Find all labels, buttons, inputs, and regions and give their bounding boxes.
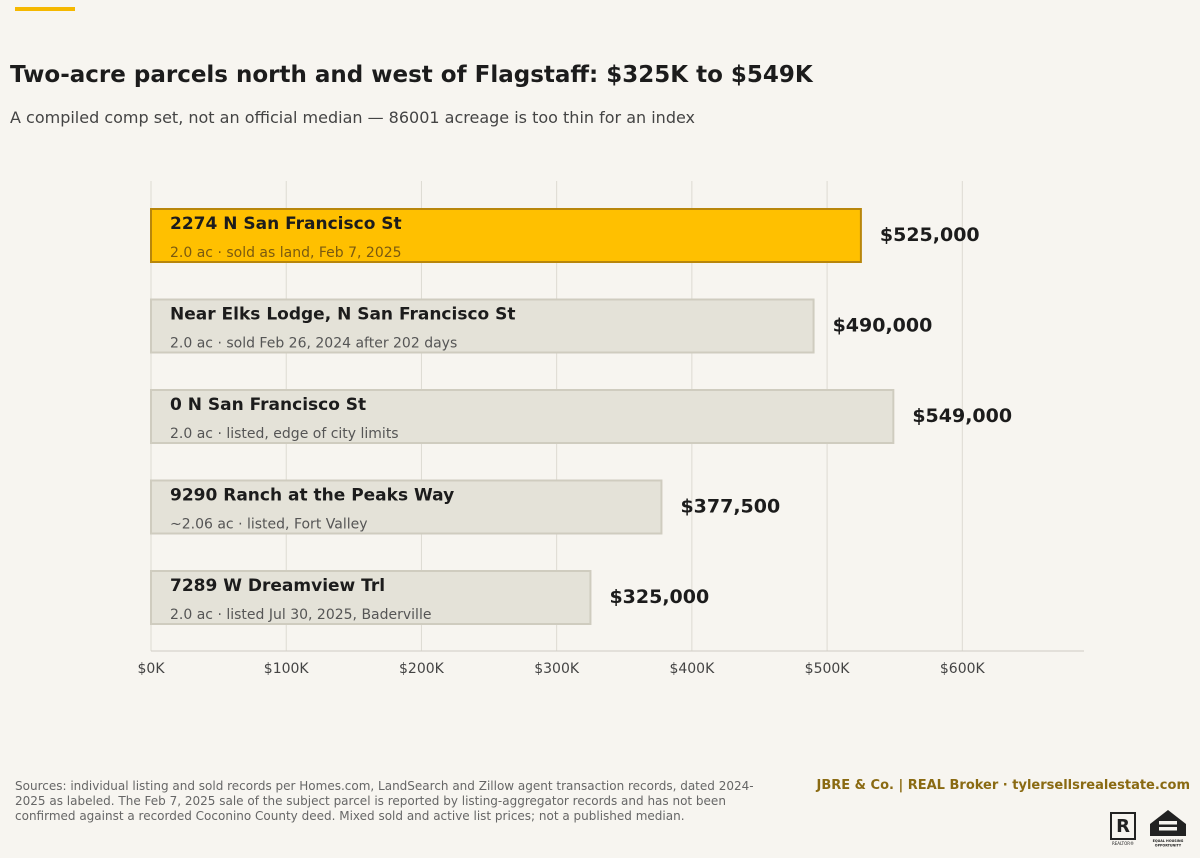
- bar-parcel-detail: 2.0 ac · sold as land, Feb 7, 2025: [170, 245, 402, 261]
- bar-value-label: $525,000: [880, 224, 980, 246]
- x-tick-label: $0K: [138, 661, 166, 677]
- svg-text:OPPORTUNITY: OPPORTUNITY: [1155, 844, 1182, 848]
- x-tick-label: $400K: [669, 661, 715, 677]
- bar-parcel-detail: 2.0 ac · listed, edge of city limits: [170, 426, 399, 442]
- bar-value-label: $549,000: [912, 405, 1012, 427]
- bar: [150, 389, 895, 444]
- realtor-caption: REALTOR®: [1111, 841, 1135, 846]
- bar-parcel-label: 9290 Ranch at the Peaks Way: [170, 486, 454, 506]
- x-tick-label: $200K: [399, 661, 445, 677]
- bar-parcel-label: 2274 N San Francisco St: [170, 214, 402, 234]
- bar-parcel-detail: 2.0 ac · sold Feb 26, 2024 after 202 day…: [170, 336, 457, 352]
- x-tick-label: $300K: [534, 661, 580, 677]
- bar-parcel-label: 0 N San Francisco St: [170, 395, 366, 415]
- bar-value-label: $325,000: [609, 586, 709, 608]
- chart-subtitle: A compiled comp set, not an official med…: [10, 108, 696, 127]
- svg-text:EQUAL HOUSING: EQUAL HOUSING: [1153, 839, 1184, 843]
- realtor-logo-icon: R REALTOR®: [1108, 812, 1138, 850]
- bar-parcel-label: 7289 W Dreamview Trl: [170, 576, 385, 596]
- bar-parcel-detail: ~2.06 ac · listed, Fort Valley: [170, 517, 368, 533]
- realtor-mark: R: [1110, 812, 1136, 840]
- bar: [150, 298, 815, 354]
- logo-group: R REALTOR® EQUAL HOUSING OPPORTUNITY: [1108, 806, 1190, 850]
- bar-parcel-label: Near Elks Lodge, N San Francisco St: [170, 305, 516, 325]
- bar: [150, 570, 592, 625]
- x-tick-label: $500K: [805, 661, 851, 677]
- bar-parcel-detail: 2.0 ac · listed Jul 30, 2025, Baderville: [170, 607, 431, 623]
- x-tick-label: $600K: [940, 661, 986, 677]
- equal-housing-opportunity-icon: EQUAL HOUSING OPPORTUNITY: [1150, 810, 1186, 848]
- bar-chart: $0K $100K $200K $300K $400K $500K $600K 2274 N …: [138, 181, 1084, 677]
- bar: [150, 479, 663, 535]
- x-tick-label: $100K: [264, 661, 310, 677]
- accent-line: [15, 7, 75, 11]
- bar-value-label: $377,500: [680, 496, 780, 518]
- bar-value-label: $490,000: [833, 315, 933, 337]
- chart-title: Two-acre parcels north and west of Flags…: [10, 62, 813, 88]
- brokerage-credit: JBRE & Co. | REAL Broker · tylersellsrea…: [816, 778, 1191, 793]
- bar: [150, 208, 862, 263]
- sources-footnote: Sources: individual listing and sold rec…: [15, 779, 754, 823]
